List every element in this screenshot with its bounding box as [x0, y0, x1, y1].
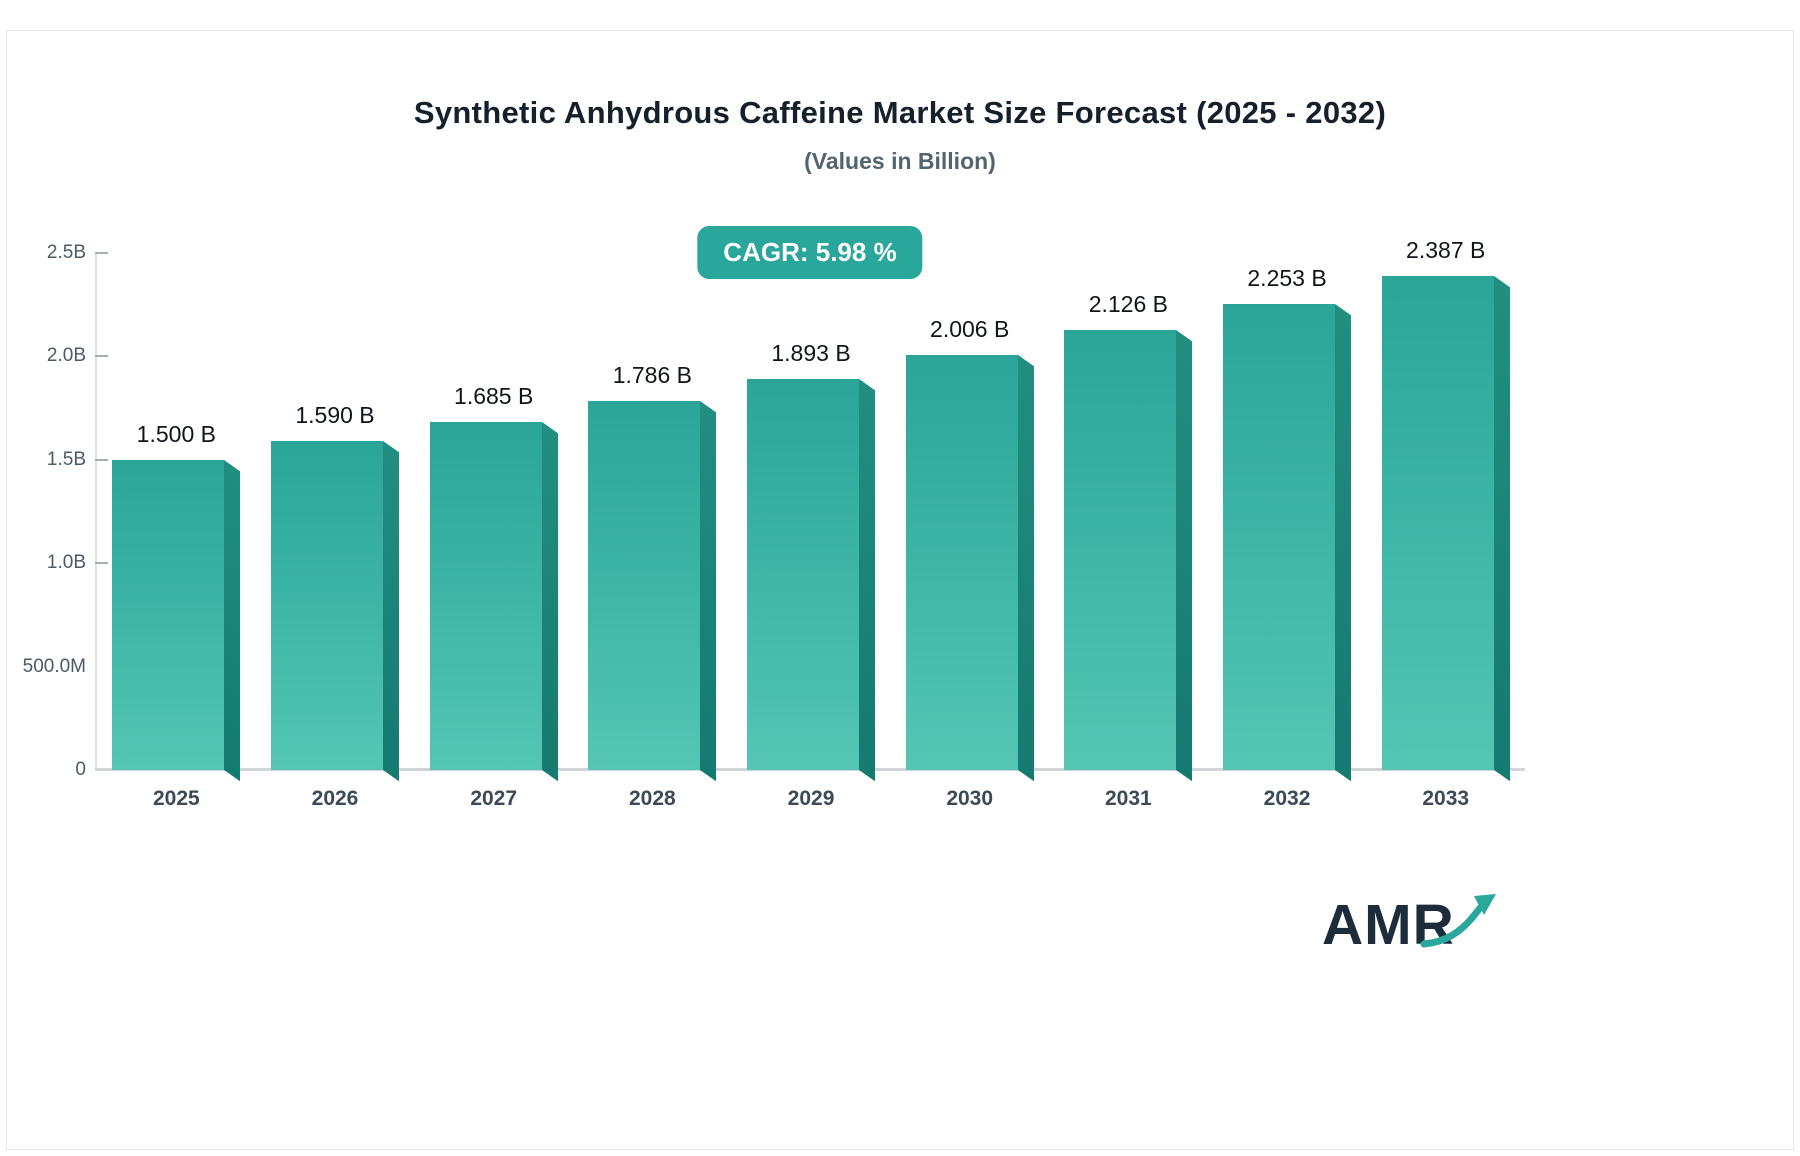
- bar-value-label: 2.387 B: [1406, 237, 1486, 264]
- bar: 2.126 B: [1064, 291, 1193, 782]
- bar-slot: 2.126 B 2031: [1049, 253, 1208, 810]
- bar-side-face: [1017, 355, 1034, 782]
- bar: 2.387 B: [1381, 237, 1510, 782]
- bar-side-face: [224, 459, 241, 782]
- bar-value-label: 1.893 B: [771, 339, 851, 366]
- bar: 2.006 B: [905, 316, 1034, 782]
- y-tick: 2.0B: [47, 345, 108, 367]
- x-axis-label: 2032: [1263, 787, 1311, 810]
- y-tick-mark: [95, 252, 108, 254]
- bar-value-label: 1.685 B: [454, 382, 534, 409]
- y-tick-mark: [95, 562, 108, 565]
- y-tick-label: 0: [75, 759, 86, 780]
- bar: 1.590 B: [271, 402, 399, 782]
- y-tick-label: 500.0M: [22, 655, 86, 677]
- bar: 2.253 B: [1223, 265, 1352, 782]
- y-tick: 0: [75, 759, 108, 781]
- plot-area: 1.500 B 2025 1.590 B 2026 1.685 B 2027 1.786 B…: [97, 237, 1525, 810]
- bar-side-face: [541, 421, 558, 782]
- bar-slot: 1.590 B 2026: [256, 253, 415, 810]
- y-tick: 1.5B: [47, 449, 108, 471]
- chart-title: Synthetic Anhydrous Caffeine Market Size…: [413, 95, 1387, 130]
- bar-value-label: 1.590 B: [295, 402, 375, 429]
- amr-logo: AMR: [1322, 890, 1512, 966]
- bar-value-label: 2.126 B: [1088, 291, 1169, 318]
- bar-value-label: 2.006 B: [930, 316, 1010, 343]
- bar: 1.893 B: [747, 340, 876, 782]
- bar-front-face: [271, 441, 383, 770]
- bar-slot: 1.500 B 2025: [97, 253, 256, 810]
- x-axis-label: 2030: [946, 787, 994, 810]
- bar-side-face: [859, 378, 876, 782]
- bar-front-face: [1223, 304, 1336, 770]
- bar-slot: 2.387 B 2033: [1366, 237, 1525, 810]
- y-tick-mark: [95, 458, 108, 461]
- bar-value-label: 1.500 B: [136, 420, 216, 447]
- bar-value-label: 1.786 B: [612, 361, 692, 388]
- x-axis-label: 2031: [1105, 787, 1152, 810]
- bar-side-face: [383, 441, 399, 782]
- bar: 1.685 B: [429, 383, 558, 782]
- bar-front-face: [747, 378, 860, 770]
- amr-arrow-icon: [1418, 892, 1502, 959]
- bar-slot: 1.786 B 2028: [573, 253, 732, 810]
- y-tick-label: 2.0B: [46, 345, 86, 367]
- bar-slot: 2.253 B 2032: [1208, 253, 1367, 810]
- y-axis: 2.5B 2.0B 1.5B 1.0B 500.0M 0: [0, 242, 108, 780]
- bar-front-face: [905, 355, 1018, 770]
- x-axis-label: 2027: [470, 787, 518, 810]
- y-axis-line: [95, 253, 97, 769]
- y-tick: 500.0M: [23, 656, 108, 678]
- x-axis-label: 2028: [628, 787, 676, 810]
- bar-side-face: [1176, 330, 1193, 782]
- cagr-badge: CAGR: 5.98 %: [697, 226, 923, 279]
- bar-front-face: [588, 400, 701, 770]
- x-axis-label: 2026: [311, 787, 359, 810]
- bar-side-face: [700, 400, 717, 782]
- y-tick-label: 1.0B: [46, 552, 86, 574]
- bar-side-face: [1335, 304, 1352, 782]
- x-axis-label: 2033: [1422, 787, 1470, 810]
- y-tick: 2.5B: [47, 242, 108, 264]
- bar-front-face: [1381, 276, 1494, 770]
- x-axis-label: 2025: [152, 787, 200, 810]
- bar-slot: 1.893 B 2029: [732, 253, 891, 810]
- bar-value-label: 2.253 B: [1247, 265, 1327, 292]
- y-tick-mark: [95, 355, 108, 358]
- y-tick: 1.0B: [47, 552, 108, 574]
- bar-front-face: [112, 459, 225, 770]
- y-tick-label: 1.5B: [46, 448, 86, 470]
- chart-subtitle: (Values in Billion): [804, 148, 996, 174]
- x-axis-label: 2029: [787, 787, 835, 810]
- bar: 1.786 B: [588, 362, 717, 782]
- bar-front-face: [1064, 330, 1177, 770]
- bar-front-face: [429, 421, 542, 770]
- bar-side-face: [1493, 276, 1510, 782]
- bar-slot: 1.685 B 2027: [414, 253, 573, 810]
- bar: 1.500 B: [112, 421, 241, 782]
- bar-slot: 2.006 B 2030: [890, 253, 1049, 810]
- y-tick-label: 2.5B: [46, 242, 86, 263]
